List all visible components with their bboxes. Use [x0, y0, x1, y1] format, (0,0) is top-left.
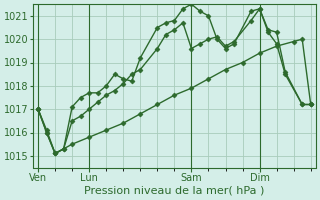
X-axis label: Pression niveau de la mer( hPa ): Pression niveau de la mer( hPa ) — [84, 186, 265, 196]
